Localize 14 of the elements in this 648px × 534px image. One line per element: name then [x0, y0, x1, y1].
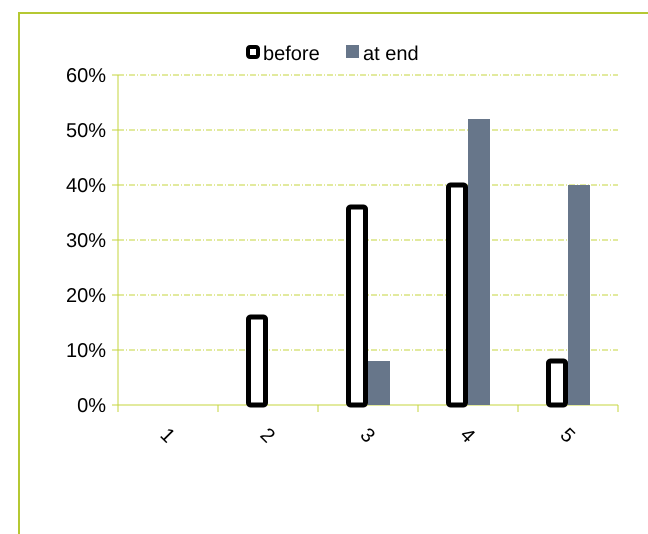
y-tick-label: 50% [66, 120, 106, 142]
y-tick-label: 30% [66, 230, 106, 252]
x-tick-label: 3 [356, 424, 380, 448]
x-tick-label: 4 [456, 424, 480, 448]
y-tick-label: 10% [66, 340, 106, 362]
legend-label: before [263, 43, 320, 65]
x-tick-label: 1 [156, 424, 180, 448]
y-tick-label: 20% [66, 285, 106, 307]
legend-label: at end [363, 43, 419, 65]
y-tick-label: 60% [66, 65, 106, 87]
x-tick-label: 5 [556, 424, 580, 448]
x-tick-label: 2 [256, 424, 280, 448]
y-tick-label: 40% [66, 175, 106, 197]
y-tick-label: 0% [77, 395, 106, 417]
